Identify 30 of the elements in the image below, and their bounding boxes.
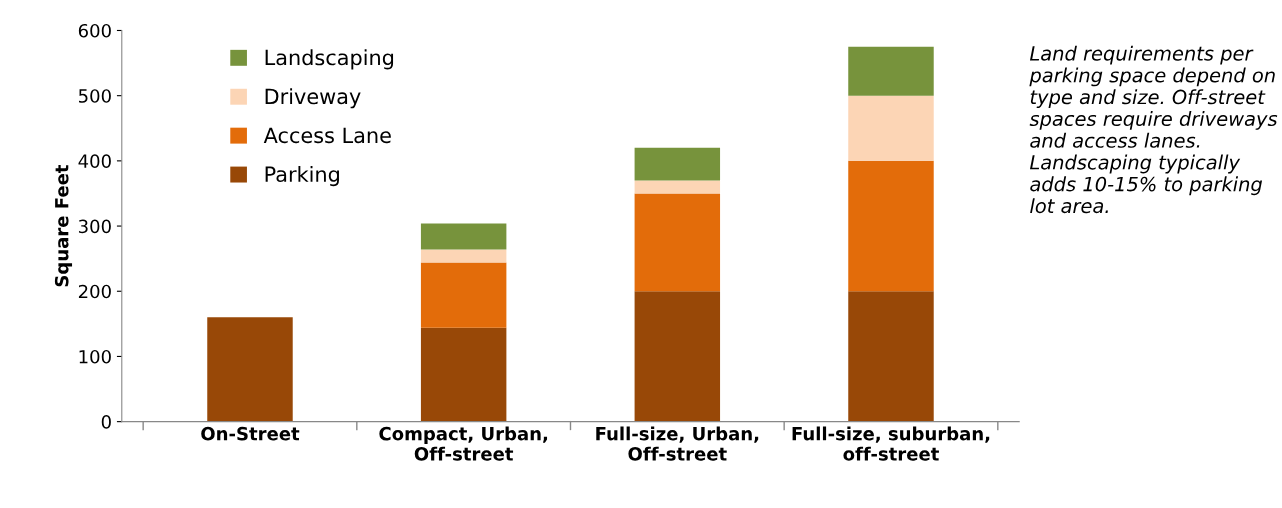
bar (634, 180, 721, 194)
x-tick-label: Compact, Urban, Off-street (379, 426, 548, 461)
y-tick-label: 0 (101, 415, 111, 429)
legend-label: Landscaping (265, 49, 394, 70)
bar (634, 193, 721, 292)
text: Land requirements per parking space depend on type and size. Off-street spaces require driveways and access lanes. Landscaping typically adds 10-15% to parking lot area. (1029, 45, 1278, 214)
bar (848, 291, 934, 422)
y-axis-title: Square Feet (54, 164, 73, 287)
y-tick-label: 400 (78, 154, 111, 168)
bar (420, 249, 507, 263)
bar (207, 317, 293, 422)
x-tick-label: On-Street (201, 426, 300, 441)
bar (848, 46, 934, 96)
y-tick-label: 300 (78, 219, 111, 234)
bar (634, 147, 721, 181)
bar (848, 160, 934, 292)
y-tick-label: 600 (78, 23, 111, 38)
y-tick-label: 200 (78, 284, 111, 299)
x-tick-label: Full-size, Urban, Off-street (596, 426, 759, 461)
legend-label: Driveway (265, 88, 361, 109)
legend-label: Access Lane (263, 127, 391, 144)
x-tick-label: Full-size, suburban, off-street (792, 426, 990, 461)
bar (420, 223, 507, 250)
bar (420, 327, 507, 422)
y-tick-label: 500 (79, 89, 111, 103)
legend-label: Parking (265, 165, 339, 187)
bar (848, 95, 934, 161)
bar (420, 262, 507, 328)
y-tick-label: 100 (79, 349, 111, 364)
bar (634, 291, 721, 422)
